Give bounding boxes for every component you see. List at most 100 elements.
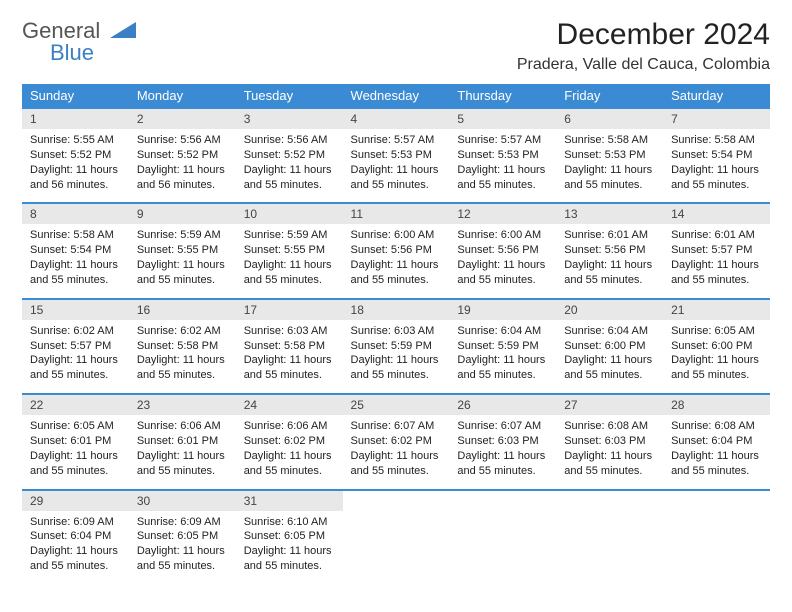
header: General Blue December 2024 Pradera, Vall… <box>22 18 770 74</box>
daylight-text: and 55 minutes. <box>351 368 442 383</box>
day-body: Sunrise: 6:03 AMSunset: 5:59 PMDaylight:… <box>343 320 450 393</box>
daylight-text: Daylight: 11 hours <box>30 258 121 273</box>
calendar-table: SundayMondayTuesdayWednesdayThursdayFrid… <box>22 84 770 584</box>
day-body: Sunrise: 5:56 AMSunset: 5:52 PMDaylight:… <box>236 129 343 202</box>
day-number: 29 <box>22 491 129 511</box>
sunset-text: Sunset: 5:59 PM <box>351 339 442 354</box>
sunrise-text: Sunrise: 5:55 AM <box>30 133 121 148</box>
day-number: 15 <box>22 300 129 320</box>
day-number: 27 <box>556 395 663 415</box>
day-cell <box>449 490 556 584</box>
daylight-text: and 55 minutes. <box>457 178 548 193</box>
daylight-text: Daylight: 11 hours <box>564 353 655 368</box>
sunrise-text: Sunrise: 5:58 AM <box>564 133 655 148</box>
daylight-text: Daylight: 11 hours <box>137 544 228 559</box>
sunset-text: Sunset: 6:03 PM <box>564 434 655 449</box>
day-body: Sunrise: 6:05 AMSunset: 6:01 PMDaylight:… <box>22 415 129 488</box>
day-cell: 19Sunrise: 6:04 AMSunset: 5:59 PMDayligh… <box>449 299 556 394</box>
sunrise-text: Sunrise: 6:03 AM <box>351 324 442 339</box>
day-number: 31 <box>236 491 343 511</box>
day-number: 21 <box>663 300 770 320</box>
day-number: 22 <box>22 395 129 415</box>
sunset-text: Sunset: 5:58 PM <box>244 339 335 354</box>
day-number: 14 <box>663 204 770 224</box>
daylight-text: and 55 minutes. <box>351 178 442 193</box>
day-cell: 1Sunrise: 5:55 AMSunset: 5:52 PMDaylight… <box>22 108 129 203</box>
daylight-text: and 55 minutes. <box>30 368 121 383</box>
daylight-text: Daylight: 11 hours <box>564 258 655 273</box>
sunrise-text: Sunrise: 6:00 AM <box>351 228 442 243</box>
day-number: 26 <box>449 395 556 415</box>
sunset-text: Sunset: 5:57 PM <box>671 243 762 258</box>
day-cell: 5Sunrise: 5:57 AMSunset: 5:53 PMDaylight… <box>449 108 556 203</box>
day-number: 1 <box>22 109 129 129</box>
sunset-text: Sunset: 6:01 PM <box>30 434 121 449</box>
daylight-text: and 55 minutes. <box>244 368 335 383</box>
daylight-text: Daylight: 11 hours <box>137 449 228 464</box>
day-body: Sunrise: 6:10 AMSunset: 6:05 PMDaylight:… <box>236 511 343 584</box>
day-cell <box>663 490 770 584</box>
day-number: 25 <box>343 395 450 415</box>
daylight-text: and 55 minutes. <box>564 273 655 288</box>
daylight-text: Daylight: 11 hours <box>137 163 228 178</box>
day-cell: 22Sunrise: 6:05 AMSunset: 6:01 PMDayligh… <box>22 394 129 489</box>
day-number: 30 <box>129 491 236 511</box>
day-cell: 7Sunrise: 5:58 AMSunset: 5:54 PMDaylight… <box>663 108 770 203</box>
sunset-text: Sunset: 5:58 PM <box>137 339 228 354</box>
daylight-text: and 55 minutes. <box>30 273 121 288</box>
sunrise-text: Sunrise: 6:05 AM <box>30 419 121 434</box>
sunset-text: Sunset: 6:04 PM <box>671 434 762 449</box>
location-text: Pradera, Valle del Cauca, Colombia <box>517 56 770 74</box>
day-body: Sunrise: 5:55 AMSunset: 5:52 PMDaylight:… <box>22 129 129 202</box>
day-number: 23 <box>129 395 236 415</box>
daylight-text: Daylight: 11 hours <box>457 163 548 178</box>
day-body: Sunrise: 6:06 AMSunset: 6:01 PMDaylight:… <box>129 415 236 488</box>
day-number: 28 <box>663 395 770 415</box>
day-number: 24 <box>236 395 343 415</box>
day-number: 9 <box>129 204 236 224</box>
day-cell: 25Sunrise: 6:07 AMSunset: 6:02 PMDayligh… <box>343 394 450 489</box>
daylight-text: Daylight: 11 hours <box>30 163 121 178</box>
daylight-text: and 55 minutes. <box>30 464 121 479</box>
daylight-text: Daylight: 11 hours <box>244 258 335 273</box>
daylight-text: Daylight: 11 hours <box>671 163 762 178</box>
daylight-text: and 55 minutes. <box>137 464 228 479</box>
day-body: Sunrise: 6:01 AMSunset: 5:56 PMDaylight:… <box>556 224 663 297</box>
daylight-text: Daylight: 11 hours <box>564 163 655 178</box>
sunset-text: Sunset: 5:52 PM <box>137 148 228 163</box>
day-number: 16 <box>129 300 236 320</box>
day-number: 13 <box>556 204 663 224</box>
day-header: Sunday <box>22 84 129 108</box>
title-group: December 2024 Pradera, Valle del Cauca, … <box>517 18 770 74</box>
sunrise-text: Sunrise: 6:01 AM <box>564 228 655 243</box>
sunrise-text: Sunrise: 6:08 AM <box>671 419 762 434</box>
daylight-text: and 55 minutes. <box>671 368 762 383</box>
day-header: Tuesday <box>236 84 343 108</box>
day-cell: 3Sunrise: 5:56 AMSunset: 5:52 PMDaylight… <box>236 108 343 203</box>
daylight-text: and 55 minutes. <box>351 464 442 479</box>
daylight-text: Daylight: 11 hours <box>671 449 762 464</box>
logo: General Blue <box>22 18 136 66</box>
daylight-text: and 56 minutes. <box>137 178 228 193</box>
day-body: Sunrise: 6:09 AMSunset: 6:05 PMDaylight:… <box>129 511 236 584</box>
sunrise-text: Sunrise: 6:07 AM <box>351 419 442 434</box>
day-number: 18 <box>343 300 450 320</box>
daylight-text: and 55 minutes. <box>671 273 762 288</box>
sunrise-text: Sunrise: 6:10 AM <box>244 515 335 530</box>
daylight-text: and 55 minutes. <box>671 464 762 479</box>
daylight-text: Daylight: 11 hours <box>457 353 548 368</box>
daylight-text: Daylight: 11 hours <box>351 353 442 368</box>
daylight-text: Daylight: 11 hours <box>137 258 228 273</box>
day-number: 17 <box>236 300 343 320</box>
daylight-text: and 56 minutes. <box>30 178 121 193</box>
daylight-text: Daylight: 11 hours <box>30 353 121 368</box>
day-cell: 13Sunrise: 6:01 AMSunset: 5:56 PMDayligh… <box>556 203 663 298</box>
day-cell: 18Sunrise: 6:03 AMSunset: 5:59 PMDayligh… <box>343 299 450 394</box>
daylight-text: and 55 minutes. <box>137 273 228 288</box>
sunset-text: Sunset: 6:05 PM <box>137 529 228 544</box>
sunrise-text: Sunrise: 6:04 AM <box>564 324 655 339</box>
daylight-text: Daylight: 11 hours <box>351 258 442 273</box>
sunrise-text: Sunrise: 5:56 AM <box>244 133 335 148</box>
sunrise-text: Sunrise: 6:08 AM <box>564 419 655 434</box>
daylight-text: Daylight: 11 hours <box>30 449 121 464</box>
